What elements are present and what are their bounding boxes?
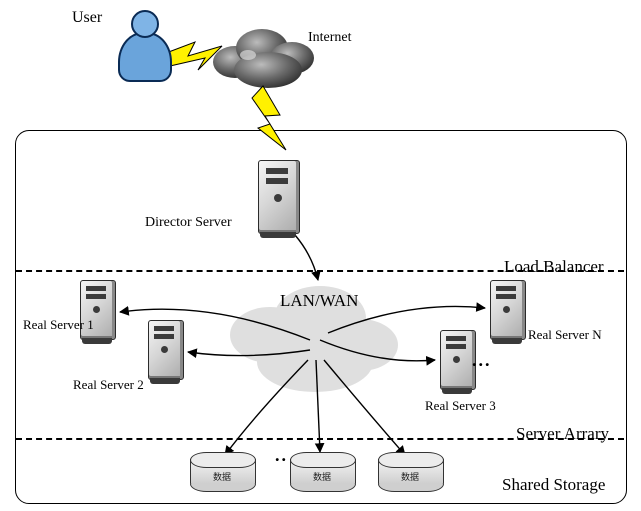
user-icon <box>118 10 168 90</box>
real-server-3-label: Real Server 3 <box>425 398 496 414</box>
disk-3-label: 数据 <box>378 470 442 483</box>
ellipsis-servers: ... <box>472 350 492 371</box>
diagram-stage: ... 数据 数据 数据 .. User Internet Director S… <box>0 0 641 511</box>
lanwan-label: LAN/WAN <box>280 291 358 311</box>
real-server-n-label: Real Server N <box>528 327 602 343</box>
internet-cloud-icon <box>213 29 314 88</box>
shared-storage-section-label: Shared Storage <box>502 475 605 495</box>
director-server-label: Director Server <box>145 215 232 231</box>
disk-2-label: 数据 <box>290 470 354 483</box>
user-label: User <box>72 9 102 27</box>
storage-disk-3-icon: 数据 <box>378 452 442 490</box>
storage-disk-2-icon: 数据 <box>290 452 354 490</box>
disk-1-label: 数据 <box>190 470 254 483</box>
director-server-icon <box>258 160 298 232</box>
storage-disk-1-icon: 数据 <box>190 452 254 490</box>
internet-label: Internet <box>308 30 352 46</box>
server-array-section-label: Server Arrary <box>516 424 609 444</box>
real-server-2-icon <box>148 320 182 378</box>
real-server-3-icon <box>440 330 474 388</box>
real-server-1-label: Real Server 1 <box>23 317 94 333</box>
lightning-user-internet-icon <box>166 42 222 70</box>
real-server-n-icon <box>490 280 524 338</box>
load-balancer-section-label: Load Balancer <box>504 257 604 277</box>
real-server-2-label: Real Server 2 <box>73 377 144 393</box>
ellipsis-disks: .. <box>275 445 288 466</box>
